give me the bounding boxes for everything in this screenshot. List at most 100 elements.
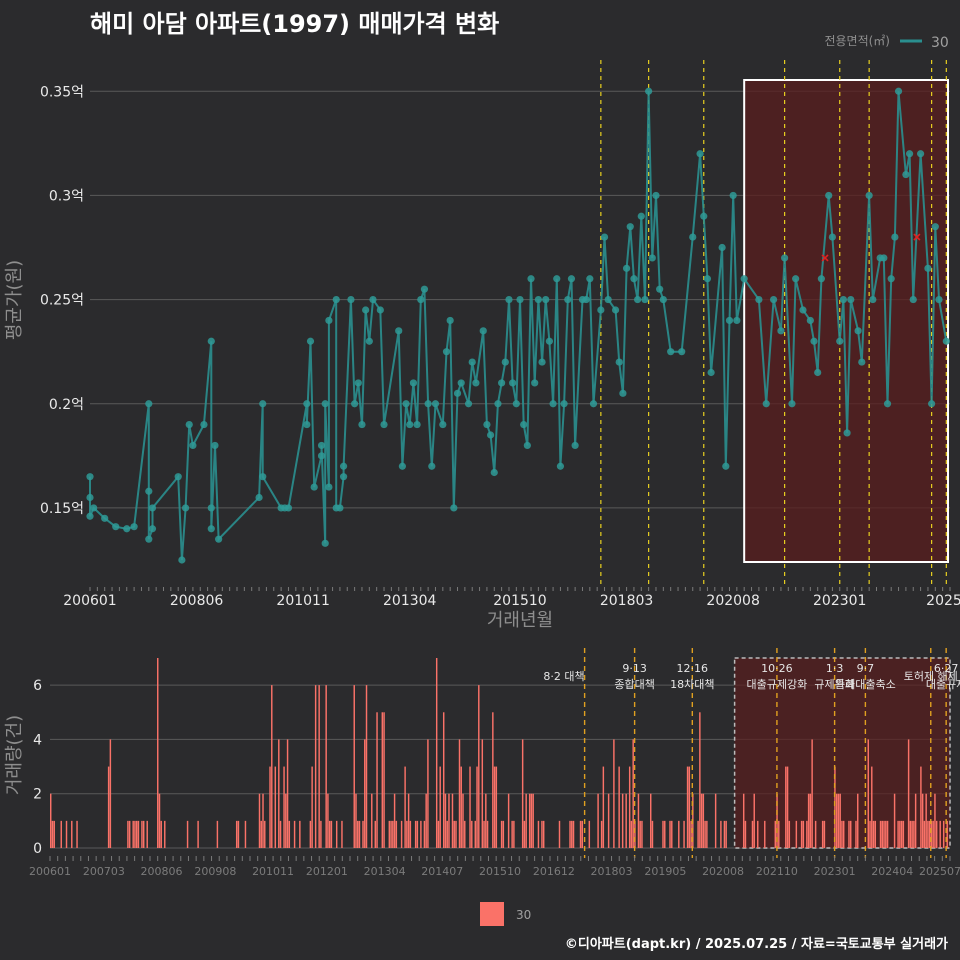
volume-bar xyxy=(523,820,526,848)
price-point xyxy=(678,348,686,356)
price-point xyxy=(656,285,664,293)
volume-x-tick-label: 201407 xyxy=(421,865,463,878)
price-point xyxy=(174,473,182,481)
price-x-tick-label: 201304 xyxy=(383,593,437,609)
price-point xyxy=(600,233,609,241)
cancelled-deal-marker xyxy=(913,233,921,241)
volume-bar xyxy=(381,712,384,848)
volume-bar xyxy=(927,820,929,848)
volume-bar xyxy=(625,793,627,848)
price-point xyxy=(339,473,348,481)
volume-bar xyxy=(318,685,320,848)
volume-bar xyxy=(848,820,850,848)
price-point xyxy=(762,400,770,408)
price-point xyxy=(634,295,642,304)
volume-bar xyxy=(774,820,777,848)
volume-bar xyxy=(393,793,396,848)
volume-bar xyxy=(437,820,440,848)
price-point xyxy=(145,535,153,543)
volume-x-tick-label: 201011 xyxy=(252,865,294,878)
volume-bar xyxy=(158,793,161,848)
price-point xyxy=(828,233,836,241)
volume-bar xyxy=(71,820,73,848)
volume-bar xyxy=(423,820,426,848)
price-point xyxy=(843,429,851,437)
price-point xyxy=(501,358,509,366)
price-point xyxy=(398,462,406,470)
volume-bar xyxy=(132,820,134,848)
volume-bar xyxy=(935,820,938,848)
volume-bar xyxy=(909,820,912,848)
volume-bar xyxy=(439,766,441,848)
volume-x-tick-label: 201612 xyxy=(533,865,575,878)
price-legend-title: 전용면적(㎡) xyxy=(824,34,890,48)
price-y-ticks: 0.15억 0.2억 0.25억 0.3억 0.35억 xyxy=(40,84,84,517)
volume-bar xyxy=(934,793,936,848)
volume-legend-swatch xyxy=(480,902,504,926)
volume-bar xyxy=(800,820,803,848)
price-point xyxy=(365,337,373,345)
price-point xyxy=(847,295,855,304)
volume-bar xyxy=(871,766,873,848)
volume-x-tick-label: 202110 xyxy=(756,865,798,878)
policy-annotation-text: 9·13 xyxy=(622,662,647,675)
volume-bar xyxy=(923,820,926,848)
price-point xyxy=(369,295,377,304)
price-point xyxy=(90,504,98,512)
price-point xyxy=(490,468,498,477)
policy-annotation-text: 6·27 xyxy=(934,662,959,675)
cancelled-deal-marker xyxy=(821,254,829,262)
volume-bar xyxy=(751,820,754,848)
volume-bar xyxy=(197,820,199,848)
price-point xyxy=(472,379,480,387)
price-point xyxy=(123,525,131,533)
volume-bar xyxy=(460,766,462,848)
price-point xyxy=(589,400,598,408)
price-point xyxy=(729,191,737,200)
volume-bar xyxy=(597,793,599,848)
price-point xyxy=(376,306,384,314)
volume-bar xyxy=(530,793,533,848)
volume-bar xyxy=(723,820,726,848)
volume-bar xyxy=(778,820,780,848)
volume-bar xyxy=(841,820,843,848)
price-point xyxy=(317,452,326,460)
volume-bar xyxy=(879,820,882,848)
price-point xyxy=(909,295,917,304)
volume-policy-lines xyxy=(583,648,947,858)
volume-x-tick-label: 201201 xyxy=(306,865,348,878)
price-point xyxy=(325,483,333,491)
price-point xyxy=(189,441,197,450)
volume-bar xyxy=(320,820,322,848)
price-x-tick-label: 201510 xyxy=(493,593,546,609)
volume-bar xyxy=(786,766,789,848)
price-point xyxy=(512,400,520,408)
volume-bar xyxy=(569,820,571,848)
volume-bar xyxy=(409,820,412,848)
price-point xyxy=(130,523,138,531)
volume-bar xyxy=(632,739,634,848)
price-point xyxy=(718,243,726,252)
volume-bar xyxy=(278,739,280,848)
volume-bar xyxy=(542,820,545,848)
volume-bar xyxy=(930,820,933,848)
price-point xyxy=(836,337,844,345)
price-point xyxy=(755,295,763,304)
policy-annotation-text: 12·16 xyxy=(677,662,709,675)
volume-bar xyxy=(478,685,480,848)
volume-x-tick-label: 201905 xyxy=(644,865,686,878)
price-point xyxy=(641,295,649,304)
volume-bar xyxy=(558,820,561,848)
price-point xyxy=(626,223,634,231)
cancelled-deal-markers xyxy=(821,233,921,262)
price-point xyxy=(358,420,366,429)
price-point xyxy=(788,400,796,408)
volume-bar xyxy=(581,820,584,848)
volume-bar xyxy=(279,820,282,848)
price-point xyxy=(924,264,932,272)
price-point xyxy=(347,295,355,304)
price-point xyxy=(615,358,623,366)
price-point xyxy=(883,400,892,408)
volume-bar xyxy=(702,793,705,848)
volume-bar xyxy=(160,820,162,848)
